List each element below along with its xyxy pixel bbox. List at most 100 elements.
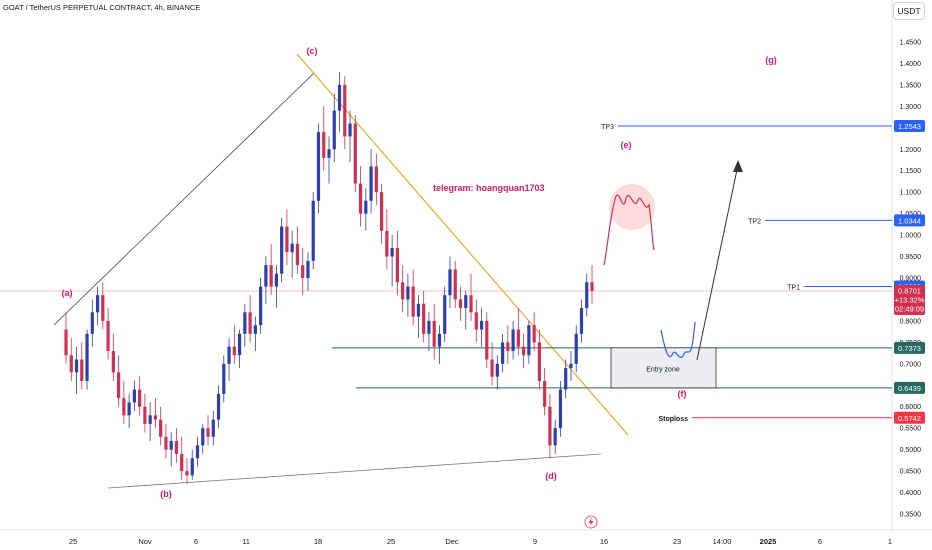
- candle-body: [543, 380, 547, 407]
- candle-body: [164, 436, 168, 450]
- candle-body: [490, 359, 494, 377]
- candle-body: [406, 286, 410, 300]
- price-tag-0.7373-text: 0.7373: [898, 344, 921, 353]
- last-price-tag: [894, 285, 925, 315]
- candle-body: [153, 415, 158, 420]
- candle-body: [422, 303, 426, 334]
- candle-body: [222, 363, 226, 394]
- candle-body: [316, 132, 321, 201]
- candle-body: [553, 428, 557, 446]
- candle-body: [117, 372, 121, 399]
- candle-body: [537, 342, 541, 381]
- price-tag-1.0344: [894, 214, 925, 227]
- candle-body: [485, 320, 489, 360]
- candle-body: [353, 123, 357, 184]
- price-tag-1.2543: [894, 119, 925, 132]
- candle-body: [85, 333, 89, 381]
- time-tick-label: 23: [673, 537, 681, 546]
- candle-body: [527, 325, 531, 356]
- time-tick-label: 6: [818, 537, 822, 546]
- last-price-countdown: 02:49:09: [895, 305, 924, 314]
- candle-body: [558, 389, 563, 429]
- wave-label: (a): [62, 288, 73, 298]
- candle-body: [80, 359, 84, 381]
- price-tick-label: 1.0000: [900, 233, 922, 240]
- candle-body: [364, 200, 368, 214]
- candle-body: [358, 183, 363, 214]
- candle-body: [101, 295, 105, 321]
- price-tick-label: 0.5000: [900, 447, 922, 454]
- candle-body: [322, 132, 326, 158]
- candle-body: [111, 350, 115, 373]
- candle-body: [401, 282, 405, 300]
- time-tick-label: 18: [314, 537, 322, 546]
- time-tick-label: 16: [600, 537, 608, 546]
- candle-body: [190, 458, 194, 476]
- candle-body: [248, 312, 252, 334]
- wave-label: (g): [765, 55, 777, 65]
- candle-body: [495, 363, 499, 377]
- candle-body: [337, 84, 342, 111]
- candle-body: [243, 312, 247, 334]
- target-label-tp2: TP2: [748, 218, 761, 225]
- candle-body: [327, 149, 331, 158]
- price-tick-label: 1.2000: [900, 147, 922, 154]
- candle-body: [306, 260, 310, 278]
- last-price-value: 0.8701: [898, 287, 921, 296]
- candle-body: [253, 325, 257, 334]
- candle-body: [122, 398, 126, 416]
- candle-body: [132, 389, 136, 403]
- price-tick-label: 0.3500: [900, 512, 922, 519]
- candle-body: [74, 359, 79, 373]
- price-tick-label: 0.9500: [900, 254, 922, 261]
- entry-zone-label: Entry zone: [646, 366, 680, 373]
- lightning-icon[interactable]: [584, 515, 598, 529]
- wave-label: (f): [678, 389, 687, 399]
- candle-body: [348, 123, 352, 137]
- time-tick-label: 25: [69, 537, 77, 546]
- last-price-change: +13.32%: [895, 296, 925, 305]
- candle-body: [311, 200, 315, 261]
- candle-body: [195, 445, 200, 459]
- stoploss-label: Stoploss: [658, 416, 688, 423]
- candle-body: [95, 295, 100, 313]
- candle-body: [232, 346, 236, 356]
- candle-body: [411, 286, 415, 317]
- candle-body: [469, 295, 473, 313]
- price-tick-label: 0.6000: [900, 404, 922, 411]
- forecast-path-e: [603, 194, 655, 266]
- price-tick-label: 0.7000: [900, 361, 922, 368]
- candle-body: [427, 320, 431, 334]
- candle-body: [532, 325, 536, 343]
- candle-body: [290, 243, 294, 253]
- price-tick-label: 0.4000: [900, 490, 922, 497]
- wave-label: (e): [621, 140, 632, 150]
- candle-body: [369, 166, 373, 201]
- candle-body: [90, 312, 94, 334]
- time-tick-label: 1: [888, 537, 892, 546]
- wave-label: (b): [160, 489, 172, 499]
- candle-body: [106, 320, 110, 351]
- candle-body: [574, 333, 578, 364]
- candle-body: [159, 419, 163, 437]
- candle-body: [564, 368, 568, 390]
- price-tick-label: 1.1500: [900, 168, 922, 175]
- wave-label: (c): [307, 46, 318, 56]
- price-tick-label: 0.8000: [900, 318, 922, 325]
- price-tag-0.6439-text: 0.6439: [898, 384, 921, 393]
- candle-body: [280, 226, 284, 274]
- candle-body: [143, 406, 147, 424]
- time-tick-label: 9: [533, 537, 537, 546]
- candle-body: [516, 329, 520, 347]
- time-tick-label: Dec: [445, 537, 459, 546]
- candle-body: [174, 441, 179, 454]
- forecast-path-f: [660, 321, 696, 358]
- candle-body: [216, 393, 221, 420]
- price-tag-1.2543-text: 1.2543: [898, 122, 921, 131]
- candle-body: [464, 295, 468, 309]
- currency-selector[interactable]: USDT: [893, 2, 925, 20]
- candle-body: [432, 320, 436, 347]
- price-tick-label: 1.3000: [900, 104, 922, 111]
- forecast-arrow-line: [696, 164, 739, 361]
